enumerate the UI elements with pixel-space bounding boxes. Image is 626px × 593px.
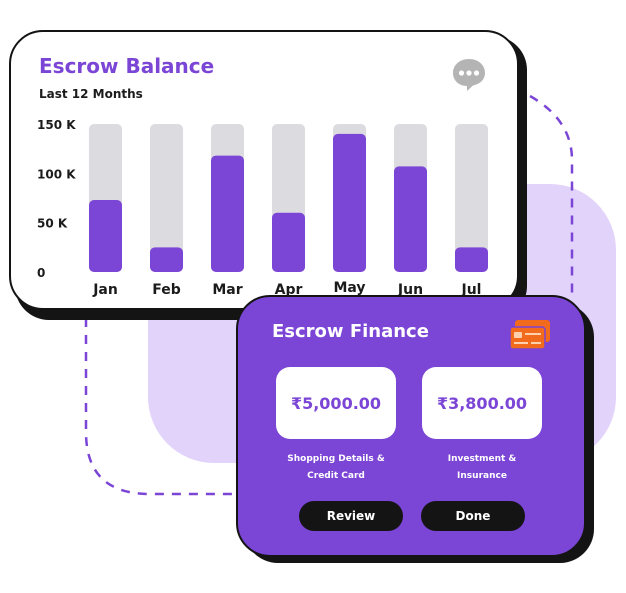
amount-label-line: Credit Card xyxy=(307,471,365,481)
amount-label-line: Shopping Details & xyxy=(287,454,385,464)
bar-track xyxy=(150,124,183,272)
escrow-balance-card: Escrow Balance Last 12 Months 0 50 K 100 K… xyxy=(9,30,519,310)
finance-title: Escrow Finance xyxy=(272,321,429,342)
balance-bar-chart: 0 50 K 100 K 150 K Jan Feb Mar Apr May Jun Jul xyxy=(37,118,488,298)
amount-box-investment: ₹3,800.00 xyxy=(422,367,542,439)
x-tick-label-mar: Mar xyxy=(212,282,242,298)
x-tick-label-jan: Jan xyxy=(92,282,118,298)
x-tick-label-may: May xyxy=(333,280,365,296)
y-tick-label: 0 xyxy=(37,266,45,280)
x-tick-label-feb: Feb xyxy=(152,282,181,298)
amount-label-investment: Investment & Insurance xyxy=(417,451,547,485)
x-tick-label-jun: Jun xyxy=(397,282,423,298)
bar-feb[interactable] xyxy=(150,247,183,272)
amount-label-line: Investment & xyxy=(447,454,517,464)
bar-jan[interactable] xyxy=(89,199,122,272)
done-button[interactable]: Done xyxy=(421,501,525,531)
y-tick-label: 100 K xyxy=(37,167,76,181)
y-tick-label: 50 K xyxy=(37,217,68,231)
y-tick-label: 150 K xyxy=(37,118,76,132)
bar-jul[interactable] xyxy=(455,247,488,272)
chat-bubble-icon[interactable] xyxy=(451,56,487,92)
bar-jun[interactable] xyxy=(394,166,427,272)
balance-subtitle: Last 12 Months xyxy=(39,87,143,101)
amount-label-line: Insurance xyxy=(457,471,507,481)
balance-title: Escrow Balance xyxy=(39,54,215,78)
bar-track xyxy=(455,124,488,272)
bar-apr[interactable] xyxy=(272,212,305,272)
x-tick-label-jul: Jul xyxy=(461,282,482,298)
credit-card-icon xyxy=(509,320,550,350)
amount-box-shopping: ₹5,000.00 xyxy=(276,367,396,439)
bar-mar[interactable] xyxy=(211,155,244,272)
x-tick-label-apr: Apr xyxy=(275,282,303,298)
bar-may[interactable] xyxy=(333,133,366,272)
review-button[interactable]: Review xyxy=(299,501,403,531)
amount-label-shopping: Shopping Details & Credit Card xyxy=(271,451,401,485)
escrow-finance-card: Escrow Finance ₹5,000.00 ₹3,800.00 Shopp… xyxy=(236,295,586,557)
